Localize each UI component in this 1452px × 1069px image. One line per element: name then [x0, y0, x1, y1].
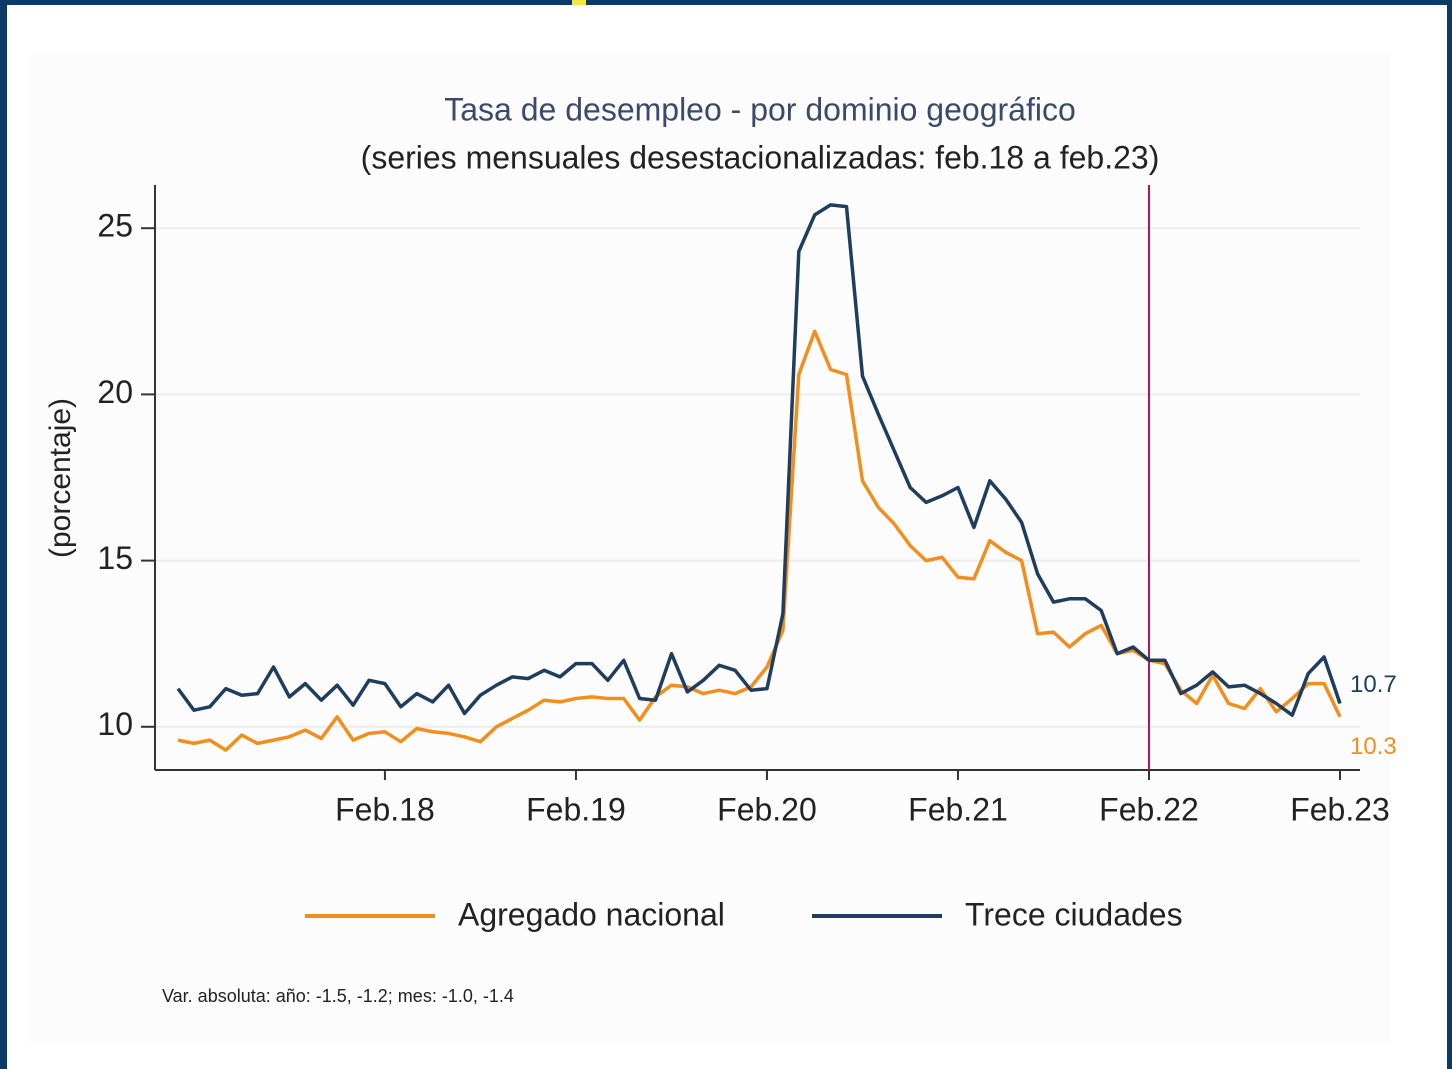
x-tick-label: Feb.22 [1099, 791, 1199, 827]
chart-title: Tasa de desempleo - por dominio geográfi… [444, 91, 1075, 127]
x-tick-label: Feb.19 [526, 791, 626, 827]
y-tick-label: 10 [97, 706, 133, 742]
footnote: Var. absoluta: año: -1.5, -1.2; mes: -1.… [162, 986, 514, 1006]
series-line [176, 203, 1342, 717]
end-label: 10.7 [1350, 671, 1397, 698]
y-tick-label: 15 [97, 540, 133, 576]
x-tick-label: Feb.21 [908, 791, 1008, 827]
y-tick-label: 20 [97, 374, 133, 410]
legend-label: Trece ciudades [965, 896, 1183, 932]
x-tick-label: Feb.20 [717, 791, 817, 827]
end-label: 10.3 [1350, 733, 1397, 760]
y-tick-label: 25 [97, 208, 133, 244]
chart-subtitle: (series mensuales desestacionalizadas: f… [361, 139, 1160, 175]
x-tick-label: Feb.18 [335, 791, 435, 827]
top-marker [572, 0, 586, 5]
legend-label: Agregado nacional [458, 896, 725, 932]
x-tick-label: Feb.23 [1290, 791, 1390, 827]
y-axis-label: (porcentaje) [44, 398, 77, 558]
chart-panel [30, 55, 1390, 1045]
